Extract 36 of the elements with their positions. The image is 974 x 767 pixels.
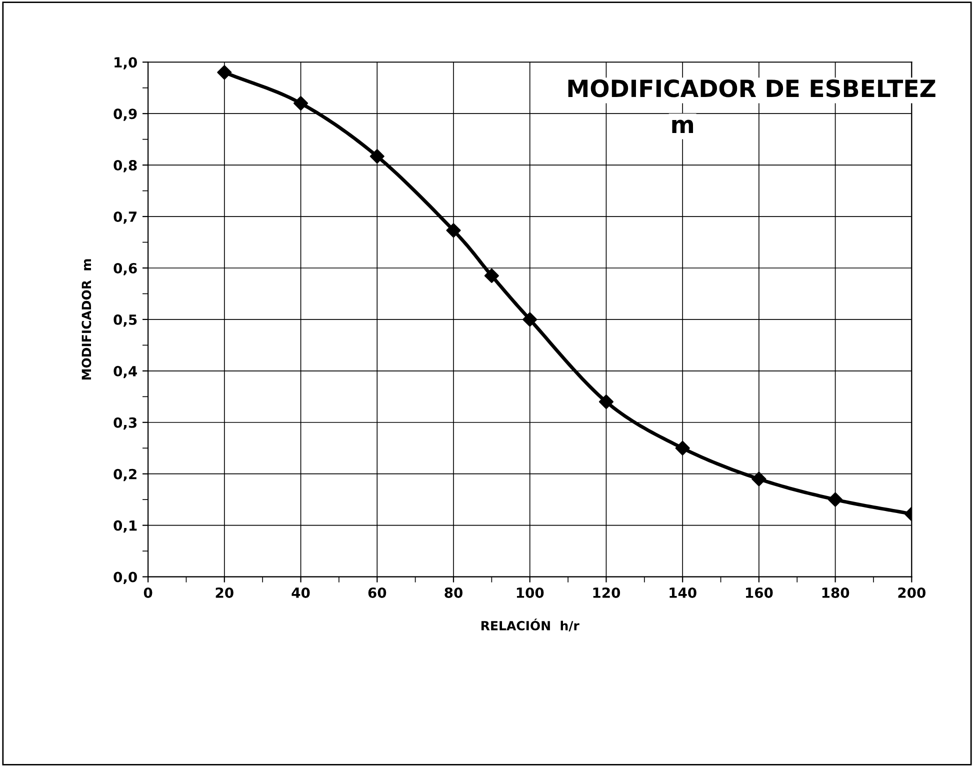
point	[484, 268, 499, 283]
y-tick-label: 0,3	[114, 417, 137, 430]
x-tick-label: 180	[822, 587, 850, 598]
point	[752, 472, 766, 486]
y-tick-label: 0,8	[114, 160, 137, 172]
point	[828, 492, 843, 507]
y-tick-label: 0,0	[114, 572, 137, 584]
point	[293, 96, 308, 111]
x-tick-label: 200	[898, 587, 926, 598]
point	[446, 223, 461, 238]
point	[522, 312, 538, 327]
x-tick-label: 100	[516, 587, 544, 598]
x-tick-label: 140	[670, 587, 696, 598]
x-tick-label: 60	[368, 587, 386, 598]
x-tick-label: 120	[593, 587, 620, 598]
y-tick-label: 0,6	[114, 262, 137, 276]
y-tick-label: 0,9	[114, 108, 137, 121]
x-tick-label: 80	[444, 587, 462, 598]
y-axis-title: MODIFICADOR m	[82, 259, 92, 380]
text: m	[672, 120, 694, 133]
point	[598, 394, 614, 410]
x-axis-title: RELACIÓN h/r	[481, 618, 580, 632]
point	[370, 149, 384, 164]
x-tick-label: 40	[292, 587, 310, 598]
x-tick-label: 0	[144, 587, 152, 598]
text: MODIFICADOR DE ESBELTEZ	[568, 79, 936, 98]
y-tick-label: 0,7	[114, 211, 137, 224]
point	[217, 65, 232, 80]
y-tick-label: 0,1	[114, 520, 137, 533]
y-tick-label: 0,2	[114, 468, 136, 482]
y-tick-label: 1,0	[114, 57, 137, 70]
y-tick-label: 0,5	[114, 314, 137, 327]
point	[675, 440, 690, 456]
y-tick-label: 0,4	[114, 366, 137, 378]
x-tick-label: 160	[746, 587, 773, 598]
x-tick-label: 20	[216, 587, 234, 598]
